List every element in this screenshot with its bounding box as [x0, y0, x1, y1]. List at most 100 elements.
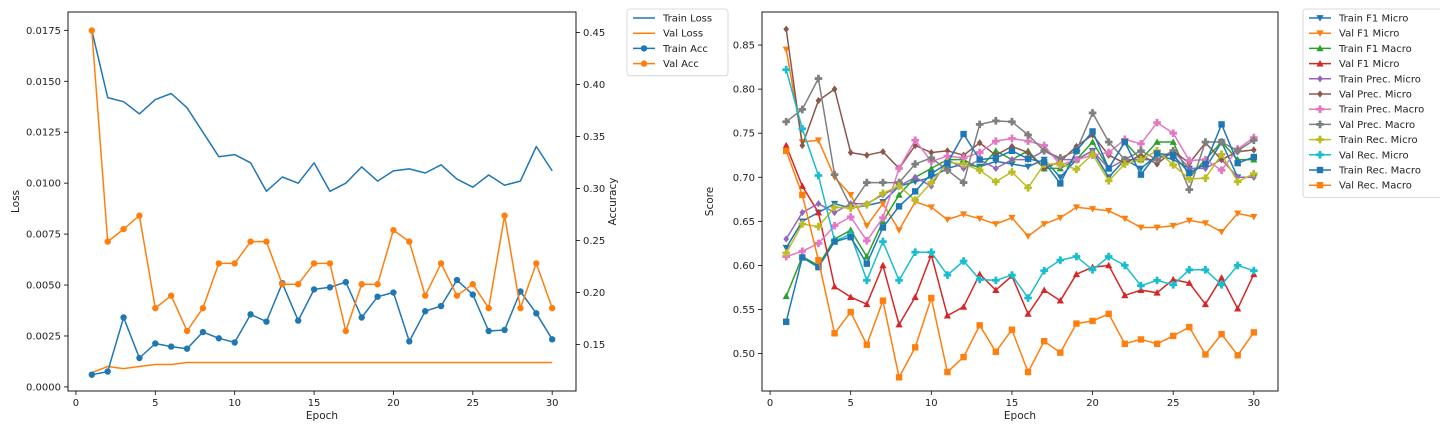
legend-entry: Train F1 Macro [1309, 44, 1412, 55]
data-point [847, 192, 855, 199]
legend-marker [1317, 90, 1323, 98]
data-point [247, 238, 254, 245]
data-point [1105, 165, 1112, 172]
legend-marker [1316, 105, 1324, 113]
data-point [830, 170, 839, 179]
data-point [1201, 174, 1210, 182]
data-point [1217, 138, 1226, 146]
data-point [783, 25, 790, 33]
data-point [1185, 185, 1194, 194]
data-point [960, 164, 967, 173]
data-point [1185, 279, 1193, 286]
legend-label: Val Prec. Macro [1339, 120, 1415, 131]
data-point [453, 292, 461, 299]
data-point [992, 348, 1000, 355]
y2-tick-label: 0.40 [583, 80, 605, 91]
y-tick-label: 0.0100 [26, 179, 61, 190]
data-point [1121, 291, 1129, 299]
data-point [911, 344, 919, 351]
data-point [975, 166, 984, 175]
data-point [1040, 266, 1048, 275]
data-point [1137, 147, 1145, 155]
data-point [1201, 155, 1210, 164]
data-point [1024, 368, 1032, 376]
data-point [390, 226, 397, 234]
data-point [880, 148, 886, 156]
data-point [469, 281, 477, 288]
y-tick-label: 0.65 [733, 217, 755, 228]
data-point [421, 292, 429, 299]
data-point [879, 261, 887, 269]
legend-label: Val Acc [663, 59, 699, 70]
legend-marker [1316, 60, 1324, 67]
data-point [976, 270, 984, 278]
data-point [517, 304, 524, 312]
series-1 [91, 361, 553, 374]
data-point [421, 308, 429, 315]
data-point [927, 164, 935, 172]
series-line [91, 30, 553, 332]
data-point [1201, 138, 1210, 146]
data-point [1186, 169, 1193, 177]
data-point [1073, 147, 1080, 155]
series-line [91, 30, 553, 193]
data-point [895, 374, 903, 381]
legend-entry: Train Rec. Micro [1309, 135, 1418, 146]
data-point [1008, 117, 1016, 126]
legend-entry: Val Prec. Micro [1309, 90, 1412, 101]
data-point [928, 294, 935, 302]
legend-entry: Val F1 Micro [1309, 59, 1399, 70]
data-point [231, 260, 238, 267]
data-point [247, 311, 254, 318]
data-point [1233, 261, 1242, 270]
data-point [782, 147, 790, 155]
data-point [992, 147, 1000, 154]
data-point [1105, 207, 1113, 215]
data-point [358, 314, 365, 321]
data-point [136, 212, 143, 219]
data-point [959, 178, 968, 187]
plot-frame [761, 11, 1279, 392]
data-point [1185, 266, 1194, 274]
data-point [1121, 160, 1129, 168]
data-point [406, 238, 413, 245]
data-point [1024, 310, 1032, 317]
data-point [104, 238, 111, 245]
data-point [895, 203, 903, 210]
data-point [1202, 160, 1209, 168]
data-point [943, 271, 952, 279]
data-point [88, 27, 96, 34]
data-point [927, 204, 935, 211]
legend-entry: Train Rec. Macro [1309, 166, 1421, 177]
data-point [1217, 229, 1226, 236]
legend-label: Train Loss [662, 14, 712, 25]
legend-entry: Val Rec. Macro [1309, 181, 1412, 192]
data-point [911, 136, 919, 145]
data-point [1153, 138, 1161, 145]
data-point [928, 170, 935, 177]
legend-marker [1316, 151, 1324, 159]
data-point [1169, 138, 1177, 145]
data-point [863, 276, 871, 285]
data-point [782, 117, 790, 126]
data-point [1024, 294, 1032, 302]
data-point [1121, 261, 1129, 270]
data-point [831, 330, 838, 337]
plot-frame [67, 11, 577, 392]
data-point [975, 148, 984, 157]
y2-tick-label: 0.45 [583, 28, 605, 39]
data-point [1056, 174, 1064, 181]
series-2 [88, 276, 556, 378]
data-point [1169, 152, 1177, 159]
series-7 [782, 74, 1258, 211]
y-tick-label: 0.60 [733, 261, 755, 272]
data-point [831, 238, 838, 245]
data-point [799, 191, 806, 199]
data-point [294, 317, 302, 324]
data-point [799, 254, 806, 261]
data-point [1040, 141, 1048, 150]
series-line [785, 29, 1254, 170]
data-point [814, 74, 823, 83]
y-tick-label: 0.55 [733, 305, 755, 316]
data-point [1201, 300, 1210, 308]
